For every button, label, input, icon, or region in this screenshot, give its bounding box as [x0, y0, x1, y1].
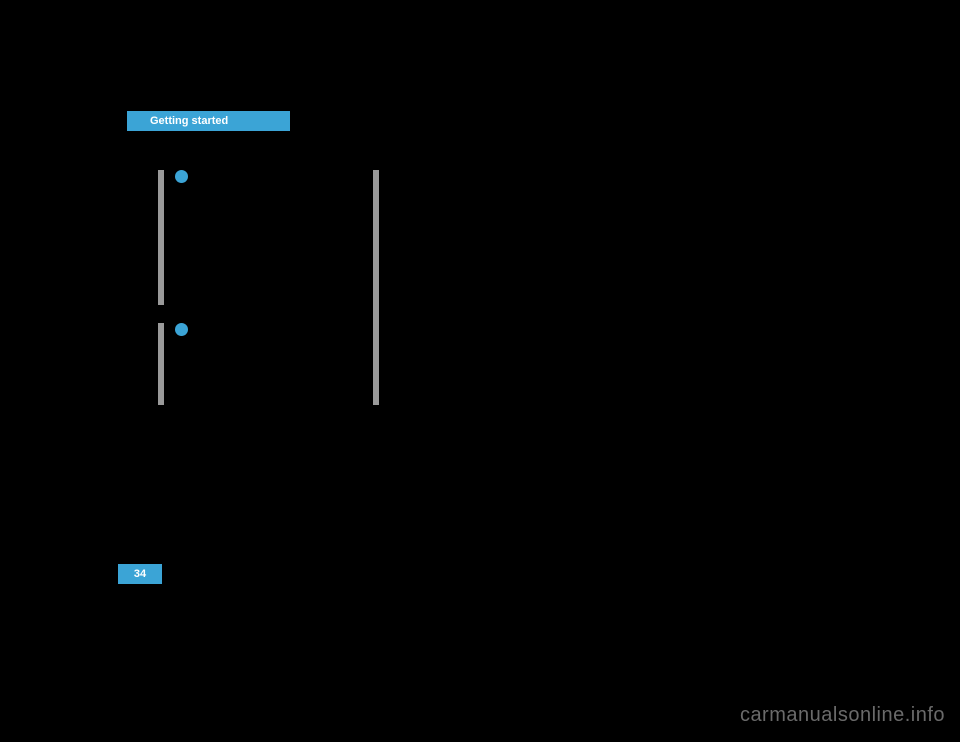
sidebar-left-lower: [158, 323, 164, 405]
bullet-icon: [175, 323, 188, 336]
bullet-icon: [175, 170, 188, 183]
sidebar-left-upper: [158, 170, 164, 305]
watermark-text: carmanualsonline.info: [740, 704, 945, 727]
page-number-badge: 34: [118, 564, 162, 584]
header-tab: Getting started: [127, 111, 290, 131]
watermark-label: carmanualsonline.info: [740, 704, 945, 726]
sidebar-right: [373, 170, 379, 405]
page-number-value: 34: [134, 568, 146, 580]
header-title: Getting started: [150, 115, 228, 127]
